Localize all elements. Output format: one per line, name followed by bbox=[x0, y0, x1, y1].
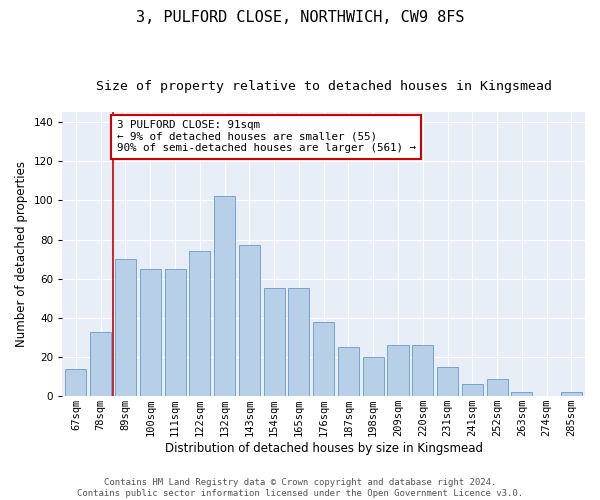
Bar bbox=[362, 357, 384, 396]
Bar bbox=[437, 367, 458, 396]
Bar bbox=[65, 369, 86, 396]
Bar bbox=[388, 346, 409, 396]
Bar bbox=[412, 346, 433, 396]
Text: 3 PULFORD CLOSE: 91sqm
← 9% of detached houses are smaller (55)
90% of semi-deta: 3 PULFORD CLOSE: 91sqm ← 9% of detached … bbox=[117, 120, 416, 154]
Bar bbox=[462, 384, 483, 396]
Bar bbox=[90, 332, 111, 396]
Bar bbox=[289, 288, 310, 396]
Bar bbox=[164, 269, 185, 396]
Bar bbox=[313, 322, 334, 396]
Bar bbox=[487, 378, 508, 396]
Bar bbox=[140, 269, 161, 396]
Bar bbox=[214, 196, 235, 396]
Title: Size of property relative to detached houses in Kingsmead: Size of property relative to detached ho… bbox=[95, 80, 551, 93]
Bar bbox=[115, 259, 136, 396]
Bar bbox=[338, 347, 359, 396]
Bar bbox=[263, 288, 284, 396]
Bar bbox=[189, 252, 211, 396]
Text: Contains HM Land Registry data © Crown copyright and database right 2024.
Contai: Contains HM Land Registry data © Crown c… bbox=[77, 478, 523, 498]
Y-axis label: Number of detached properties: Number of detached properties bbox=[15, 161, 28, 347]
Bar bbox=[511, 392, 532, 396]
Bar bbox=[561, 392, 582, 396]
Bar bbox=[239, 246, 260, 396]
X-axis label: Distribution of detached houses by size in Kingsmead: Distribution of detached houses by size … bbox=[164, 442, 482, 455]
Text: 3, PULFORD CLOSE, NORTHWICH, CW9 8FS: 3, PULFORD CLOSE, NORTHWICH, CW9 8FS bbox=[136, 10, 464, 25]
